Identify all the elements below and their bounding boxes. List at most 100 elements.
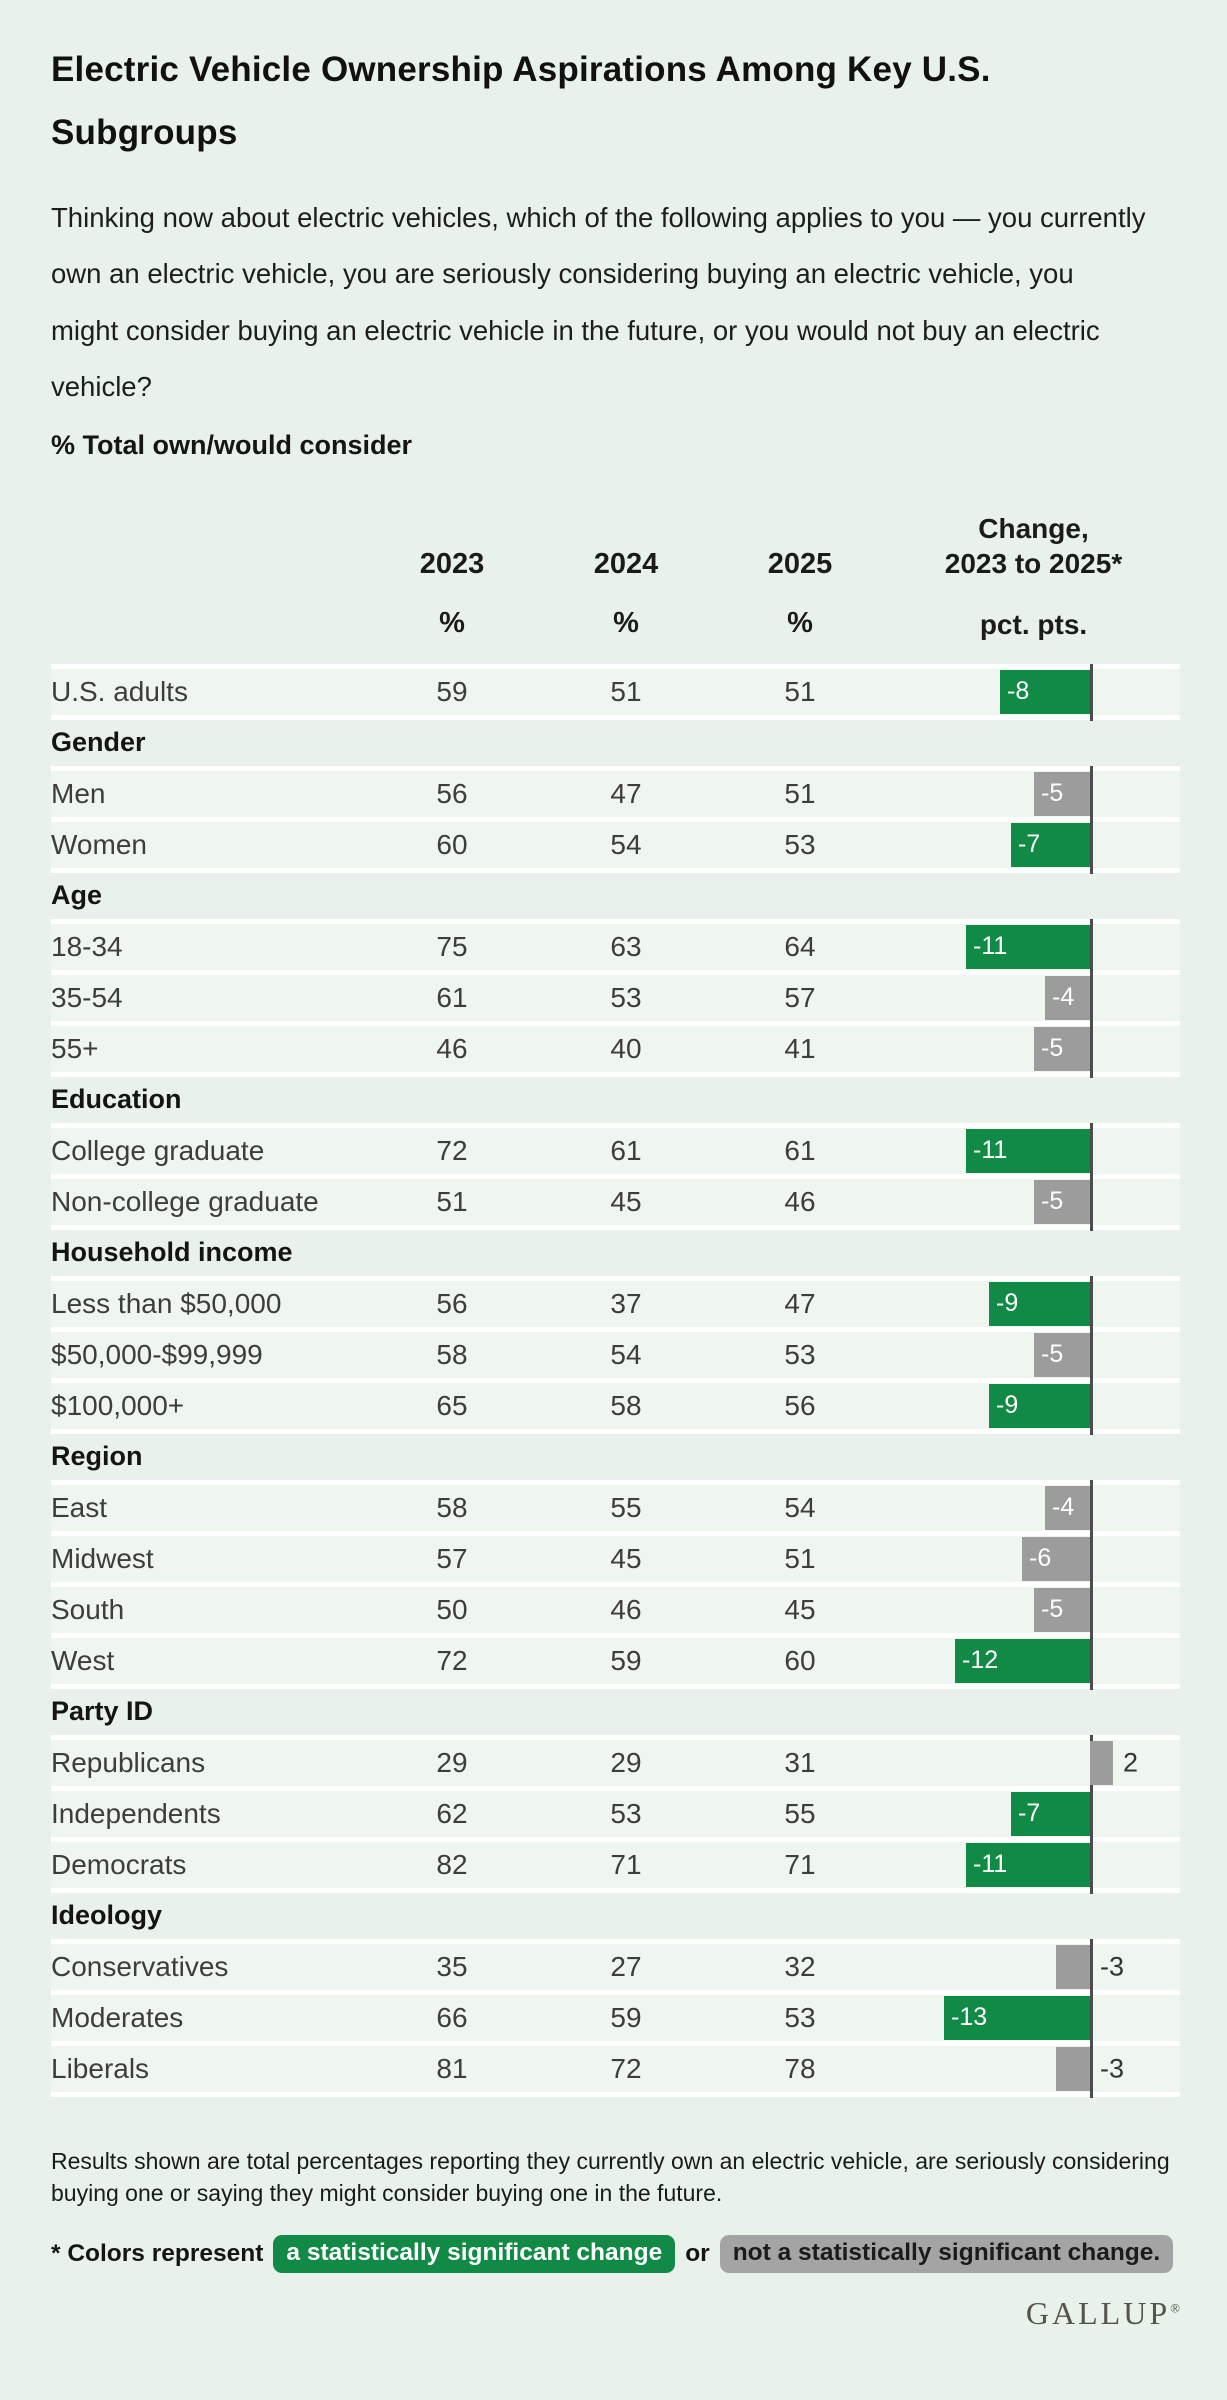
unit-header-2023: % xyxy=(439,606,465,639)
table-row: 35-54 61 53 57 -4 xyxy=(51,969,1180,1027)
zero-axis-line xyxy=(1090,1326,1093,1384)
zero-axis-line xyxy=(1090,1377,1093,1435)
value-2023: 61 xyxy=(436,981,468,1013)
change-bar: -4 xyxy=(1045,1485,1090,1530)
row-label: Midwest xyxy=(51,1542,154,1574)
row-label: Men xyxy=(51,777,106,809)
row-label: Age xyxy=(51,880,103,910)
change-bar xyxy=(1056,1944,1090,1989)
change-value: -4 xyxy=(1052,983,1075,1011)
value-2025: 47 xyxy=(784,1287,816,1319)
change-cell: -11 xyxy=(887,1836,1180,1894)
zero-axis-line xyxy=(1090,2040,1093,2098)
row-label: Less than $50,000 xyxy=(51,1287,282,1319)
legend-not-significant-pill: not a statistically significant change. xyxy=(719,2234,1174,2273)
change-value: -8 xyxy=(1007,677,1030,705)
change-cell: -4 xyxy=(887,1479,1180,1537)
zero-axis-line xyxy=(1090,918,1093,976)
change-bar: -6 xyxy=(1022,1536,1090,1581)
value-2025: 71 xyxy=(784,1848,816,1880)
row-label: U.S. adults xyxy=(51,675,188,707)
row-label: Liberals xyxy=(51,2052,150,2084)
section-row: Region xyxy=(51,1434,1180,1485)
table-row: East 58 55 54 -4 xyxy=(51,1479,1180,1537)
value-2025: 41 xyxy=(784,1032,816,1064)
change-value: 2 xyxy=(1123,1747,1139,1777)
col-header-change: Change, 2023 to 2025* xyxy=(887,511,1180,581)
value-2025: 54 xyxy=(784,1491,816,1523)
change-bar: -11 xyxy=(966,1842,1090,1887)
change-bar xyxy=(1090,1740,1113,1785)
value-2023: 59 xyxy=(436,675,468,707)
table-row: Less than $50,000 56 37 47 -9 xyxy=(51,1275,1180,1333)
value-2024: 71 xyxy=(610,1848,642,1880)
table-rows: U.S. adults 59 51 51 -8 Gender Men 56 47 51 -5 Wome… xyxy=(51,663,1180,2098)
change-value: -3 xyxy=(1100,2053,1125,2083)
change-bar: -9 xyxy=(989,1281,1090,1326)
change-bar xyxy=(1056,2046,1090,2091)
zero-axis-line xyxy=(1090,1479,1093,1537)
table-row: College graduate 72 61 61 -11 xyxy=(51,1122,1180,1180)
table-row: Women 60 54 53 -7 xyxy=(51,816,1180,874)
legend-significant-pill: a statistically significant change xyxy=(273,2234,676,2273)
value-2025: 56 xyxy=(784,1389,816,1421)
change-cell: -9 xyxy=(887,1377,1180,1435)
col-header-change-line1: Change, xyxy=(978,512,1089,544)
change-bar: -7 xyxy=(1011,822,1090,867)
section-row: Household income xyxy=(51,1230,1180,1281)
table-row: West 72 59 60 -12 xyxy=(51,1632,1180,1690)
value-2024: 61 xyxy=(610,1134,642,1166)
row-label: South xyxy=(51,1593,125,1625)
value-2023: 62 xyxy=(436,1797,468,1829)
table-row: 18-34 75 63 64 -11 xyxy=(51,918,1180,976)
value-2025: 51 xyxy=(784,1542,816,1574)
table-row: U.S. adults 59 51 51 -8 xyxy=(51,663,1180,721)
zero-axis-line xyxy=(1090,1173,1093,1231)
value-2025: 31 xyxy=(784,1746,816,1778)
value-2023: 51 xyxy=(436,1185,468,1217)
value-2024: 46 xyxy=(610,1593,642,1625)
table-row: Non-college graduate 51 45 46 -5 xyxy=(51,1173,1180,1231)
unit-header-change: pct. pts. xyxy=(979,608,1088,640)
row-label: $50,000-$99,999 xyxy=(51,1338,263,1370)
value-2024: 53 xyxy=(610,981,642,1013)
table-row: Democrats 82 71 71 -11 xyxy=(51,1836,1180,1894)
change-value: -5 xyxy=(1041,1340,1064,1368)
row-label: Conservatives xyxy=(51,1950,229,1982)
page-title: Electric Vehicle Ownership Aspirations A… xyxy=(51,50,991,152)
value-2025: 53 xyxy=(784,1338,816,1370)
change-value: -6 xyxy=(1029,1544,1052,1572)
change-bar: -11 xyxy=(966,1128,1090,1173)
row-label: College graduate xyxy=(51,1134,265,1166)
row-label: 55+ xyxy=(51,1032,99,1064)
value-2025: 57 xyxy=(784,981,816,1013)
survey-question-text: Thinking now about electric vehicles, wh… xyxy=(51,202,1146,403)
significance-legend: * Colors represent a statistically signi… xyxy=(51,2234,1180,2273)
value-2023: 57 xyxy=(436,1542,468,1574)
registered-mark: ® xyxy=(1170,2300,1180,2316)
unit-header-2024: % xyxy=(613,606,639,639)
change-cell: -9 xyxy=(887,1275,1180,1333)
zero-axis-line xyxy=(1090,765,1093,823)
change-cell: -7 xyxy=(887,1785,1180,1843)
zero-axis-line xyxy=(1090,1122,1093,1180)
value-2025: 78 xyxy=(784,2052,816,2084)
col-header-2024: 2024 xyxy=(593,547,659,580)
row-label: Party ID xyxy=(51,1696,154,1726)
change-value: -3 xyxy=(1100,1951,1125,1981)
col-header-2025: 2025 xyxy=(767,547,833,580)
legend-prefix: * Colors represent xyxy=(51,2239,264,2267)
col-header-change-line2: 2023 to 2025* xyxy=(944,547,1123,579)
value-2025: 53 xyxy=(784,828,816,860)
table-row: Moderates 66 59 53 -13 xyxy=(51,1989,1180,2047)
change-bar: -9 xyxy=(989,1383,1090,1428)
row-label: Household income xyxy=(51,1237,293,1267)
value-2024: 58 xyxy=(610,1389,642,1421)
zero-axis-line xyxy=(1090,969,1093,1027)
table-row: Liberals 81 72 78 -3 xyxy=(51,2040,1180,2098)
change-value: -5 xyxy=(1041,1187,1064,1215)
metric-label: % Total own/would consider xyxy=(51,429,413,460)
value-2023: 66 xyxy=(436,2001,468,2033)
row-label: Non-college graduate xyxy=(51,1185,319,1217)
zero-axis-line xyxy=(1090,1836,1093,1894)
